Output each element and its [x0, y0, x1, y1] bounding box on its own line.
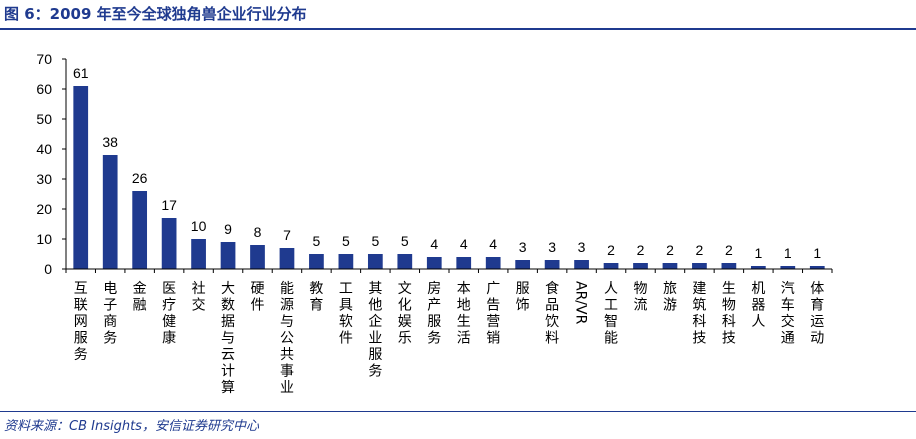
title-divider: [0, 28, 916, 30]
data-label: 1: [754, 245, 762, 261]
bar: [692, 263, 707, 269]
bar: [309, 254, 324, 269]
bar: [426, 257, 442, 269]
category-label: 金融: [133, 281, 147, 314]
data-label: 17: [161, 197, 177, 213]
data-label: 4: [489, 236, 497, 252]
data-label: 2: [607, 242, 615, 258]
bars: [73, 86, 825, 269]
bar: [603, 263, 619, 269]
category-label: 广告营销: [486, 281, 500, 347]
category-label: 教育: [309, 281, 323, 314]
data-label: 9: [224, 221, 232, 237]
category-label: 硬件: [251, 281, 265, 314]
y-tick-label: 40: [36, 141, 52, 157]
y-tick-label: 0: [44, 261, 52, 277]
data-label: 2: [725, 242, 733, 258]
bar: [515, 260, 531, 269]
data-label: 3: [578, 239, 586, 255]
bar: [780, 266, 796, 269]
category-label: 房产服务: [427, 281, 441, 347]
category-labels: 互联网服务 电子商务 金融 医疗健康 社交 大数据与云计算 硬件 能源与公共事业 教育 工具软件 其…: [74, 280, 825, 396]
bar: [809, 266, 825, 269]
data-label: 8: [254, 224, 262, 240]
data-label: 26: [132, 170, 148, 186]
bar: [338, 254, 354, 269]
bar: [220, 242, 236, 269]
data-label: 61: [73, 65, 89, 81]
bar: [397, 254, 413, 269]
data-label: 3: [548, 239, 556, 255]
bar: [132, 191, 148, 269]
bar: [633, 263, 648, 269]
data-label: 5: [401, 233, 409, 249]
category-label: 人工智能: [604, 281, 618, 347]
category-label: 互联网服务: [74, 281, 88, 363]
data-label: 4: [430, 236, 438, 252]
category-label: AR/VR: [573, 281, 589, 325]
y-tick-label: 50: [36, 111, 52, 127]
data-label: 1: [813, 245, 821, 261]
y-tick-label: 60: [36, 81, 52, 97]
data-label: 3: [519, 239, 527, 255]
y-tick-label: 30: [36, 171, 52, 187]
category-label: 生物科技: [722, 281, 736, 347]
bar-chart: 0 10 20 30 40 50 60 70 61 38 26 17 10 9 8 7 5 5 5 5 4 4 4 3 3 3 2…: [36, 51, 833, 396]
figure-title: 图 6：2009 年至今全球独角兽企业行业分布: [4, 5, 307, 23]
data-labels: 61 38 26 17 10 9 8 7 5 5 5 5 4 4 4 3 3 3 2 2 2 2 2 1 1 1: [73, 65, 821, 261]
category-label: 食品饮料: [545, 280, 559, 347]
data-label: 2: [637, 242, 645, 258]
category-label: 本地生活: [457, 281, 471, 347]
y-axis: 0 10 20 30 40 50 60 70: [36, 51, 67, 277]
category-label: 工具软件: [339, 281, 353, 347]
category-label: 医疗健康: [162, 281, 176, 347]
bar: [161, 218, 177, 269]
footer-divider: [0, 411, 916, 412]
x-axis: [65, 268, 833, 273]
y-tick-label: 70: [36, 51, 52, 67]
bar: [721, 263, 737, 269]
bar: [102, 155, 118, 269]
data-label: 1: [784, 245, 792, 261]
data-label: 38: [102, 134, 118, 150]
category-label: 文化娱乐: [398, 281, 412, 347]
bar: [279, 248, 295, 269]
source-note: 资料来源：CB Insights，安信证券研究中心: [4, 419, 259, 434]
data-label: 5: [342, 233, 350, 249]
category-label: 体育运动: [810, 281, 824, 347]
bar: [544, 260, 560, 269]
data-label: 4: [460, 236, 468, 252]
data-label: 2: [696, 242, 704, 258]
category-label: 社交: [192, 281, 206, 314]
category-label: 旅游: [663, 281, 677, 314]
bar: [750, 266, 766, 269]
data-label: 7: [283, 227, 291, 243]
data-label: 10: [191, 218, 207, 234]
category-label: 能源与公共事业: [280, 281, 294, 396]
y-tick-label: 20: [36, 201, 52, 217]
bar: [191, 239, 206, 269]
category-label: 服饰: [516, 281, 530, 314]
y-tick-label: 10: [36, 231, 52, 247]
bar: [662, 263, 678, 269]
category-label: 建筑科技: [692, 281, 706, 347]
category-label: 汽车交通: [781, 281, 795, 347]
category-label: 电子商务: [103, 281, 117, 347]
data-label: 5: [313, 233, 321, 249]
bar: [456, 257, 472, 269]
bar: [250, 245, 265, 269]
category-label: 机器人: [751, 281, 765, 330]
data-label: 2: [666, 242, 674, 258]
bar: [367, 254, 383, 269]
bar: [73, 86, 89, 269]
bar: [574, 260, 589, 269]
category-label: 其他企业服务: [368, 281, 382, 380]
category-label: 大数据与云计算: [221, 281, 235, 396]
bar: [485, 257, 501, 269]
category-label: 物流: [634, 281, 648, 314]
data-label: 5: [371, 233, 379, 249]
